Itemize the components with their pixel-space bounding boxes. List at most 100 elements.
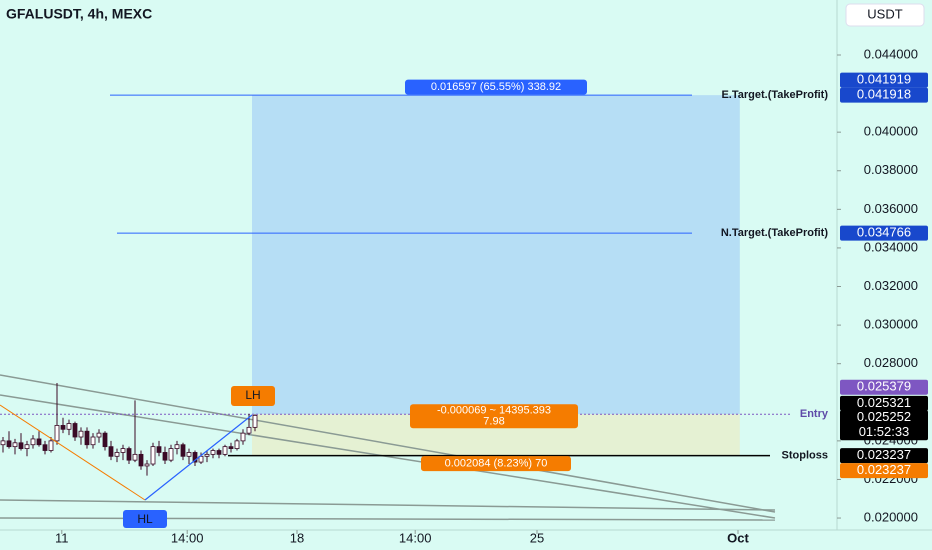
- price-tag-label: 0.025252: [857, 409, 911, 424]
- candle-body: [60, 425, 66, 430]
- x-tick-label: 25: [530, 530, 544, 545]
- currency: USDT: [867, 6, 902, 21]
- currency-box[interactable]: [845, 3, 925, 27]
- y-tick-label: 0.020000: [864, 509, 918, 524]
- x-tick-label: 14:00: [171, 530, 204, 545]
- candle-body: [120, 448, 126, 453]
- x-tick-label: 14:00: [399, 530, 432, 545]
- info-tag: [405, 79, 587, 95]
- info-text: 0.016597 (65.55%) 338.92: [431, 81, 561, 93]
- price-tag-label: 0.023237: [857, 462, 911, 477]
- candle-body: [24, 444, 30, 449]
- info-tag: [421, 456, 571, 472]
- price-tag-label: 0.023237: [857, 447, 911, 462]
- candle-body: [198, 455, 204, 463]
- candle-body: [48, 440, 54, 451]
- x-tick-label: 11: [55, 530, 69, 545]
- candle-body: [216, 450, 222, 455]
- annotation: HL: [137, 512, 153, 526]
- price-tag: [840, 448, 928, 464]
- candle-body: [114, 452, 120, 457]
- candle-body: [30, 438, 36, 446]
- trend-line: [0, 394, 776, 519]
- candle-body: [240, 432, 246, 442]
- candle-body: [138, 453, 144, 467]
- trend-line: [0, 499, 776, 511]
- candle-body: [168, 448, 174, 461]
- price-tag-label: 0.041918: [857, 87, 911, 102]
- candle-body: [228, 446, 234, 449]
- info-tag: [410, 404, 578, 429]
- candle-body: [72, 423, 78, 438]
- price-tag: [840, 225, 928, 241]
- annotation: LH: [245, 388, 260, 402]
- y-tick-label: 0.032000: [864, 278, 918, 293]
- y-tick-label: 0.034000: [864, 239, 918, 254]
- candle-body: [192, 452, 198, 463]
- price-tag-label: 0.025321: [857, 395, 911, 410]
- price-tag-label: 0.025379: [857, 379, 911, 394]
- price-tag: [840, 72, 928, 88]
- price-tag: [840, 463, 928, 479]
- candle-body: [18, 442, 24, 449]
- x-tick-label: Oct: [727, 530, 749, 545]
- candle-body: [162, 452, 168, 461]
- x-tick-label: 18: [290, 530, 304, 545]
- candle-body: [84, 430, 90, 446]
- candle-body: [108, 446, 114, 457]
- candle-body: [252, 414, 258, 428]
- target-zone: [252, 95, 740, 415]
- price-tag: [840, 87, 928, 103]
- level-label: E.Target.(TakeProfit): [721, 89, 828, 101]
- candle-body: [180, 444, 186, 457]
- candle-body: [12, 442, 18, 448]
- y-tick-label: 0.036000: [864, 201, 918, 216]
- candle-body: [204, 453, 210, 457]
- candle-body: [54, 425, 60, 442]
- candle-body: [174, 444, 180, 449]
- candle-body: [6, 440, 12, 448]
- candle-body: [0, 440, 6, 446]
- y-tick-label: 0.038000: [864, 162, 918, 177]
- candle-body: [42, 444, 48, 451]
- annotation-box: [231, 386, 275, 406]
- candle-body: [156, 446, 162, 453]
- candle-body: [90, 436, 96, 446]
- info-text: 0.002084 (8.23%) 70: [445, 457, 548, 469]
- swing-line: [0, 404, 146, 501]
- candle-body: [150, 446, 156, 465]
- price-tag-label: 0.034766: [857, 225, 911, 240]
- candle-body: [144, 463, 150, 467]
- candle-body: [78, 430, 84, 438]
- chart-title: GFALUSDT, 4h, MEXC: [6, 6, 152, 22]
- price-tag-label: 0.041919: [857, 72, 911, 87]
- countdown: 01:52:33: [859, 424, 910, 439]
- candle-body: [222, 446, 228, 455]
- price-tag: [840, 395, 928, 411]
- candle-body: [210, 450, 216, 455]
- y-tick-label: 0.044000: [864, 46, 918, 61]
- candle-body: [66, 423, 72, 430]
- y-tick-label: 0.040000: [864, 124, 918, 139]
- y-tick-label: 0.028000: [864, 355, 918, 370]
- level-label: Entry: [800, 408, 829, 420]
- info-text: 7.98: [483, 416, 504, 428]
- candle-body: [96, 432, 102, 438]
- price-tag: [840, 410, 928, 441]
- swing-line: [144, 414, 253, 501]
- trend-line: [0, 374, 776, 513]
- candle-body: [36, 438, 42, 446]
- level-label: N.Target.(TakeProfit): [721, 227, 828, 239]
- candle-body: [102, 432, 108, 448]
- price-tag: [840, 379, 928, 395]
- candle-body: [126, 448, 132, 461]
- annotation-box: [123, 510, 167, 528]
- y-tick-label: 0.030000: [864, 317, 918, 332]
- candle-body: [132, 453, 138, 461]
- candle-body: [186, 452, 192, 457]
- candle-body: [246, 426, 252, 434]
- level-label: Stoploss: [782, 449, 828, 461]
- candle-body: [234, 440, 240, 449]
